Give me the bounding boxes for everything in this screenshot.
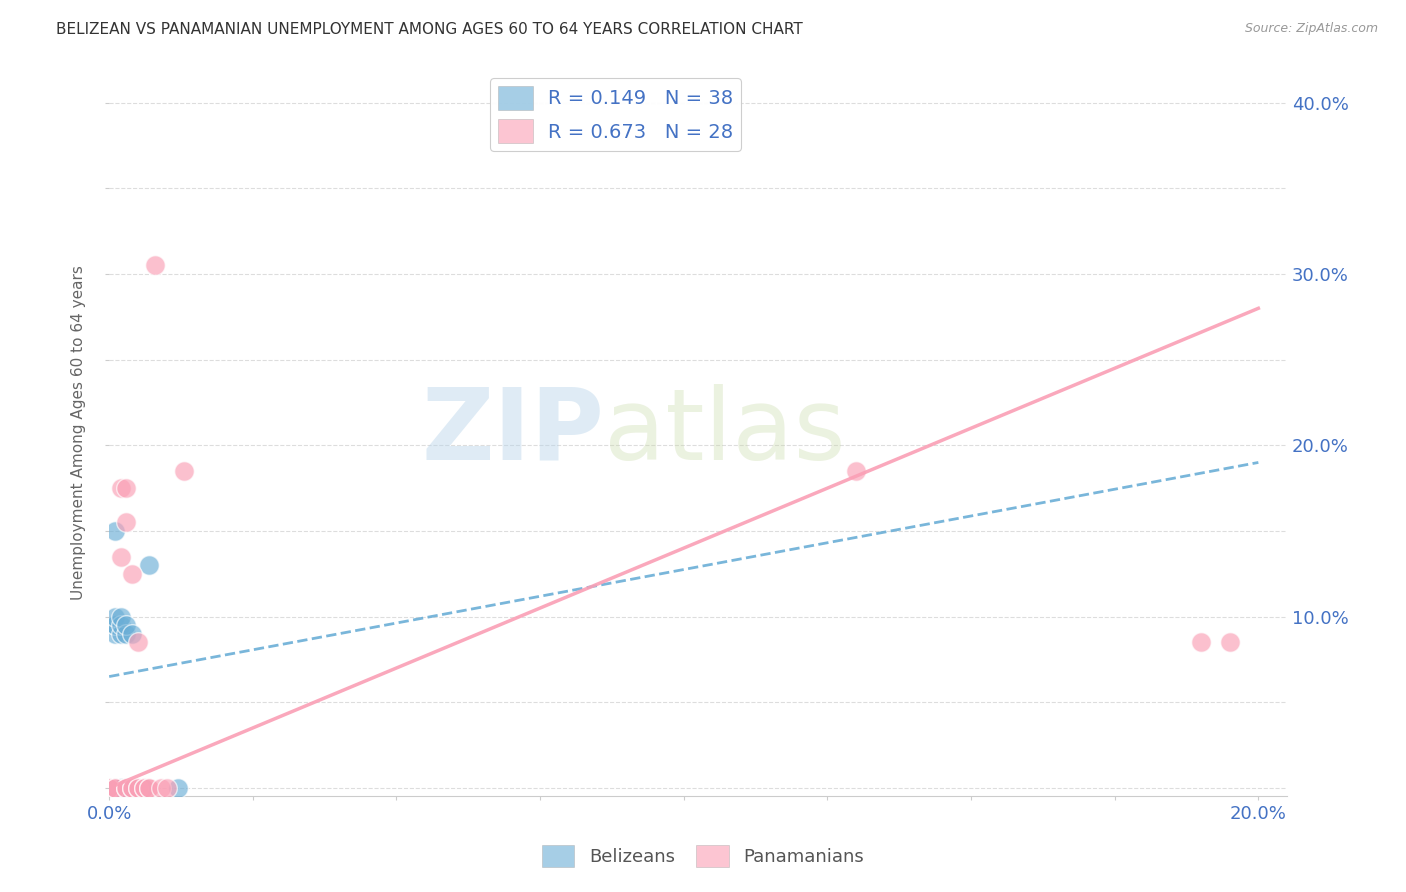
Point bbox=[115, 780, 138, 795]
Point bbox=[98, 780, 121, 795]
Point bbox=[110, 780, 132, 795]
Legend: Belizeans, Panamanians: Belizeans, Panamanians bbox=[534, 838, 872, 874]
Point bbox=[104, 524, 127, 538]
Point bbox=[98, 780, 121, 795]
Point bbox=[127, 780, 149, 795]
Legend: R = 0.149   N = 38, R = 0.673   N = 28: R = 0.149 N = 38, R = 0.673 N = 28 bbox=[491, 78, 741, 151]
Text: atlas: atlas bbox=[605, 384, 845, 481]
Point bbox=[127, 780, 149, 795]
Point bbox=[110, 780, 132, 795]
Point bbox=[156, 780, 179, 795]
Point bbox=[132, 780, 155, 795]
Point bbox=[104, 780, 127, 795]
Point bbox=[115, 780, 138, 795]
Point bbox=[132, 780, 155, 795]
Point bbox=[104, 780, 127, 795]
Point bbox=[143, 259, 166, 273]
Point bbox=[104, 618, 127, 632]
Point bbox=[110, 609, 132, 624]
Point bbox=[110, 549, 132, 564]
Point bbox=[104, 780, 127, 795]
Point bbox=[845, 464, 868, 478]
Point bbox=[98, 780, 121, 795]
Point bbox=[98, 780, 121, 795]
Point bbox=[132, 780, 155, 795]
Point bbox=[173, 464, 195, 478]
Point bbox=[115, 780, 138, 795]
Point bbox=[104, 780, 127, 795]
Point bbox=[121, 626, 143, 640]
Point bbox=[127, 780, 149, 795]
Point bbox=[149, 780, 172, 795]
Point bbox=[1219, 635, 1241, 649]
Text: ZIP: ZIP bbox=[420, 384, 605, 481]
Point bbox=[115, 780, 138, 795]
Point bbox=[167, 780, 190, 795]
Y-axis label: Unemployment Among Ages 60 to 64 years: Unemployment Among Ages 60 to 64 years bbox=[72, 265, 86, 600]
Point bbox=[121, 566, 143, 581]
Point bbox=[115, 780, 138, 795]
Point bbox=[104, 780, 127, 795]
Point bbox=[115, 516, 138, 530]
Point bbox=[132, 780, 155, 795]
Point bbox=[98, 780, 121, 795]
Point bbox=[127, 635, 149, 649]
Point bbox=[98, 780, 121, 795]
Point bbox=[110, 780, 132, 795]
Point bbox=[127, 780, 149, 795]
Point bbox=[115, 626, 138, 640]
Point bbox=[138, 780, 160, 795]
Point bbox=[121, 780, 143, 795]
Point bbox=[104, 618, 127, 632]
Point bbox=[104, 780, 127, 795]
Point bbox=[115, 618, 138, 632]
Text: BELIZEAN VS PANAMANIAN UNEMPLOYMENT AMONG AGES 60 TO 64 YEARS CORRELATION CHART: BELIZEAN VS PANAMANIAN UNEMPLOYMENT AMON… bbox=[56, 22, 803, 37]
Point bbox=[138, 780, 160, 795]
Point bbox=[115, 481, 138, 495]
Point bbox=[110, 780, 132, 795]
Point bbox=[104, 609, 127, 624]
Point bbox=[110, 618, 132, 632]
Point bbox=[121, 780, 143, 795]
Point bbox=[138, 558, 160, 573]
Point bbox=[98, 780, 121, 795]
Point bbox=[1189, 635, 1212, 649]
Text: Source: ZipAtlas.com: Source: ZipAtlas.com bbox=[1244, 22, 1378, 36]
Point bbox=[104, 626, 127, 640]
Point bbox=[98, 780, 121, 795]
Point bbox=[98, 780, 121, 795]
Point bbox=[110, 481, 132, 495]
Point bbox=[121, 780, 143, 795]
Point bbox=[98, 780, 121, 795]
Point bbox=[121, 780, 143, 795]
Point bbox=[98, 780, 121, 795]
Point bbox=[110, 626, 132, 640]
